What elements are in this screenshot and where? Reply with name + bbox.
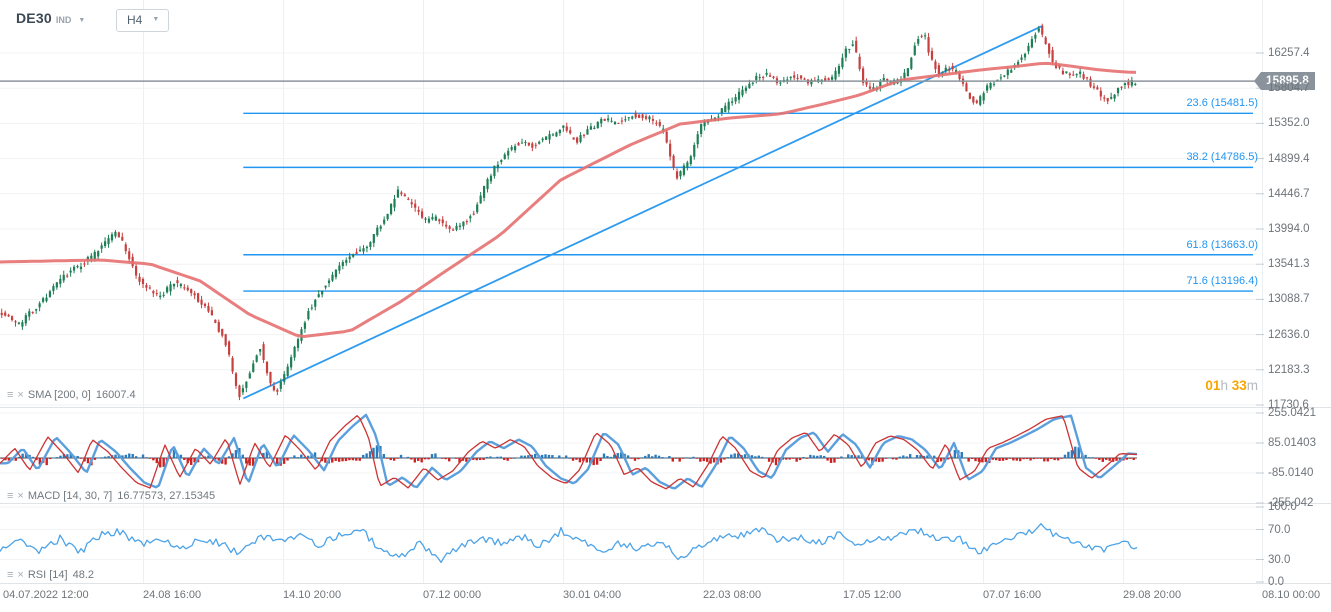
rsi-indicator-row: ≡ × RSI [14] 48.2 xyxy=(7,569,94,581)
date-axis-label: 08.10 00:00 xyxy=(1262,589,1321,601)
symbol-caret-icon: ▼ xyxy=(78,17,86,24)
timeframe-value: H4 xyxy=(127,13,143,27)
macd-value: 16.77573, 27.15345 xyxy=(117,490,216,502)
fib-level-label: 61.8 (13663.0) xyxy=(1186,238,1258,251)
sma-indicator-row: ≡ × SMA [200, 0] 16007.4 xyxy=(7,389,136,401)
countdown-hours-suffix: h xyxy=(1220,378,1228,393)
sma-settings-icon[interactable]: ≡ xyxy=(7,389,14,401)
sma-value: 16007.4 xyxy=(95,389,136,401)
price-axis-label: 11730.6 xyxy=(1268,399,1309,411)
macd-axis-label: -85.0140 xyxy=(1268,467,1314,479)
price-axis-label: 12636.0 xyxy=(1268,328,1310,341)
rsi-axis-label: 30.0 xyxy=(1268,553,1291,566)
date-axis-label: 07.12 00:00 xyxy=(423,589,482,601)
price-axis-label: 13541.3 xyxy=(1268,258,1310,271)
timeframe-caret-icon: ▼ xyxy=(152,15,160,23)
macd-indicator-row: ≡ × MACD [14, 30, 7] 16.77573, 27.15345 xyxy=(7,490,215,502)
rsi-close-icon[interactable]: × xyxy=(17,569,24,581)
price-axis-label: 14899.4 xyxy=(1268,152,1310,165)
date-axis-label: 07.07 16:00 xyxy=(983,589,1042,601)
rsi-value: 48.2 xyxy=(72,569,95,581)
date-axis-label: 30.01 04:00 xyxy=(563,589,622,601)
rsi-label: RSI [14] xyxy=(27,569,68,581)
date-axis-label: 04.07.2022 12:00 xyxy=(3,589,89,601)
rsi-axis-label: 70.0 xyxy=(1268,523,1291,536)
price-axis-label: 13088.7 xyxy=(1268,293,1310,306)
price-axis-label: 15352.0 xyxy=(1268,117,1310,130)
macd-label: MACD [14, 30, 7] xyxy=(27,490,113,502)
macd-axis-label: -255.042 xyxy=(1268,497,1314,509)
date-axis-label: 14.10 20:00 xyxy=(283,589,342,601)
timeframe-selector[interactable]: H4 ▼ xyxy=(116,9,170,32)
price-axis-label: 12183.3 xyxy=(1268,363,1310,376)
macd-settings-icon[interactable]: ≡ xyxy=(7,490,14,502)
price-axis-label: 14446.7 xyxy=(1268,187,1310,200)
price-axis-label: 16257.4 xyxy=(1268,47,1310,59)
date-axis-label: 22.03 08:00 xyxy=(703,589,762,601)
date-axis-label: 29.08 20:00 xyxy=(1123,589,1182,601)
countdown-minutes-suffix: m xyxy=(1246,378,1258,393)
countdown-hours: 01 xyxy=(1205,378,1221,393)
symbol-name: DE30 xyxy=(16,10,52,26)
macd-axis-label: 255.0421 xyxy=(1268,406,1316,419)
sma-label: SMA [200, 0] xyxy=(27,389,91,401)
price-axis-label: 15804.7 xyxy=(1268,82,1310,95)
fib-level-label: 71.6 (13196.4) xyxy=(1186,275,1258,288)
date-axis-label: 24.08 16:00 xyxy=(143,589,202,601)
rsi-settings-icon[interactable]: ≡ xyxy=(7,569,14,581)
countdown-minutes: 33 xyxy=(1231,378,1247,393)
sma-close-icon[interactable]: × xyxy=(17,389,24,401)
current-price-badge: 15895.8 xyxy=(1254,72,1315,91)
rsi-axis-label: 0.0 xyxy=(1268,576,1284,588)
fib-level-label: 38.2 (14786.5) xyxy=(1186,151,1258,164)
date-axis-label: 17.05 12:00 xyxy=(843,589,902,601)
macd-close-icon[interactable]: × xyxy=(17,490,24,502)
price-axis-label: 13994.0 xyxy=(1268,223,1310,235)
rsi-axis-label: 100.0 xyxy=(1268,501,1297,513)
fib-level-label: 23.6 (15481.5) xyxy=(1186,97,1258,110)
candle-countdown: 01h 33m xyxy=(1205,378,1258,393)
symbol-type: IND xyxy=(55,15,72,25)
symbol-selector[interactable]: DE30 IND ▼ xyxy=(16,10,85,26)
macd-axis-label: 85.01403 xyxy=(1268,436,1316,449)
